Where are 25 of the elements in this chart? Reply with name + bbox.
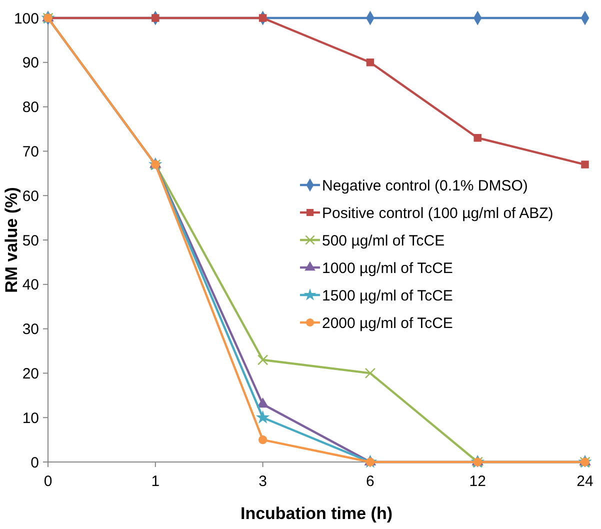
y-tick-label: 100 <box>14 10 39 28</box>
y-tick-label: 50 <box>22 232 39 250</box>
y-tick-label: 60 <box>22 188 39 205</box>
y-tick-label: 80 <box>22 99 39 116</box>
x-tick-label: 1 <box>151 473 160 490</box>
legend-label: Positive control (100 µg/ml of ABZ) <box>322 204 554 222</box>
y-tick-label: 30 <box>22 321 39 338</box>
y-tick-label: 40 <box>22 276 39 294</box>
y-tick-label: 70 <box>22 143 39 160</box>
legend-label: 500 µg/ml of TcCE <box>322 232 445 250</box>
y-tick-label: 10 <box>22 410 39 427</box>
legend-label: 1000 µg/ml of TcCE <box>322 260 453 277</box>
legend-label: 1500 µg/ml of TcCE <box>322 287 453 304</box>
x-tick-label: 12 <box>469 473 486 490</box>
legend-label: Negative control (0.1% DMSO) <box>322 177 528 194</box>
x-axis-title: Incubation time (h) <box>240 504 393 523</box>
y-tick-label: 20 <box>22 365 39 382</box>
x-tick-label: 24 <box>576 473 594 490</box>
y-tick-label: 90 <box>22 54 39 72</box>
x-tick-label: 3 <box>258 473 267 490</box>
x-tick-label: 0 <box>44 473 52 490</box>
y-tick-label: 0 <box>30 454 39 472</box>
x-tick-label: 6 <box>366 473 374 490</box>
legend-label: 2000 µg/ml of TcCE <box>322 314 453 332</box>
y-axis-title: RM value (%) <box>2 187 21 293</box>
